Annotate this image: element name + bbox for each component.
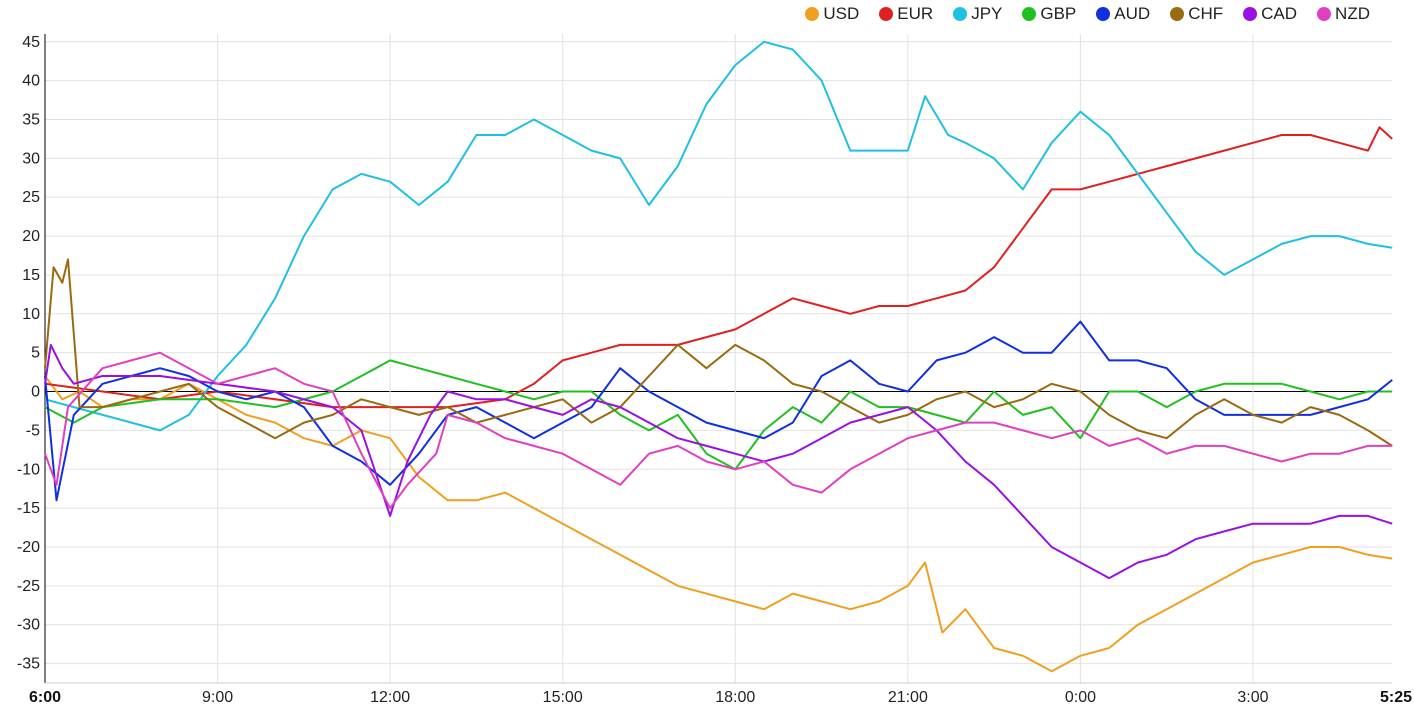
y-tick-label: 5: [31, 345, 40, 362]
series-line-cad: [44, 343, 1393, 580]
legend: USD EUR JPY GBP AUD CHF CAD NZD: [805, 4, 1370, 24]
legend-label: AUD: [1114, 4, 1151, 23]
legend-item-cad[interactable]: CAD: [1243, 4, 1297, 24]
legend-label: USD: [823, 4, 860, 23]
y-tick-label: 10: [22, 306, 40, 323]
series-line-nzd: [44, 351, 1393, 510]
legend-label: EUR: [897, 4, 934, 23]
y-tick-label: -15: [17, 500, 40, 517]
y-tick-label: 0: [31, 384, 40, 401]
grid: [44, 34, 1392, 684]
legend-item-nzd[interactable]: NZD: [1317, 4, 1370, 24]
legend-swatch: [1317, 7, 1332, 21]
y-tick-label: -35: [17, 656, 40, 673]
series-line-chf: [44, 258, 1393, 447]
y-tick-label: -10: [17, 461, 40, 478]
x-tick-label: 6:00: [29, 689, 61, 706]
x-tick-label: 0:00: [1065, 689, 1096, 706]
legend-swatch: [1096, 7, 1111, 21]
series-lines: [44, 40, 1393, 673]
legend-label: JPY: [971, 4, 1003, 23]
x-tick-label: 18:00: [715, 689, 755, 706]
x-tick-label: 12:00: [370, 689, 410, 706]
y-tick-label: 15: [22, 267, 40, 284]
x-tick-label: 5:25: [1380, 689, 1412, 706]
y-tick-label: 25: [22, 189, 40, 206]
y-tick-label: 30: [22, 150, 40, 167]
y-tick-label: 40: [22, 73, 40, 90]
y-tick-label: -25: [17, 578, 40, 595]
y-tick-label: 35: [22, 111, 40, 128]
y-tick-label: 45: [22, 34, 40, 51]
legend-swatch: [1170, 7, 1185, 21]
legend-label: GBP: [1040, 4, 1077, 23]
series-line-eur: [44, 126, 1393, 409]
x-tick-label: 9:00: [202, 689, 233, 706]
legend-item-jpy[interactable]: JPY: [953, 4, 1002, 24]
y-tick-label: -5: [26, 422, 40, 439]
legend-swatch: [879, 7, 894, 21]
legend-label: CHF: [1188, 4, 1224, 23]
x-tick-label: 3:00: [1237, 689, 1268, 706]
legend-swatch: [1243, 7, 1258, 21]
y-axis-ticks: 45 40 35 30 25 20 15 10 5 0 -5 -10 -15 -20 -25 -30 -35: [17, 34, 40, 673]
legend-swatch: [1022, 7, 1037, 21]
legend-label: CAD: [1261, 4, 1298, 23]
series-line-jpy: [44, 40, 1393, 432]
y-tick-label: -20: [17, 539, 40, 556]
legend-swatch: [805, 7, 820, 21]
x-tick-label: 21:00: [888, 689, 928, 706]
legend-item-gbp[interactable]: GBP: [1022, 4, 1076, 24]
legend-label: NZD: [1335, 4, 1370, 23]
series-line-aud: [44, 320, 1393, 502]
y-tick-label: 20: [22, 228, 40, 245]
legend-item-usd[interactable]: USD: [805, 4, 859, 24]
legend-item-eur[interactable]: EUR: [879, 4, 933, 24]
y-tick-label: -30: [17, 617, 40, 634]
legend-item-aud[interactable]: AUD: [1096, 4, 1150, 24]
x-tick-label: 15:00: [543, 689, 583, 706]
x-axis-ticks: 6:00 9:00 12:00 15:00 18:00 21:00 0:00 3:00 5:25: [29, 689, 1412, 706]
series-line-usd: [44, 375, 1393, 673]
legend-swatch: [953, 7, 968, 21]
legend-item-chf[interactable]: CHF: [1170, 4, 1223, 24]
